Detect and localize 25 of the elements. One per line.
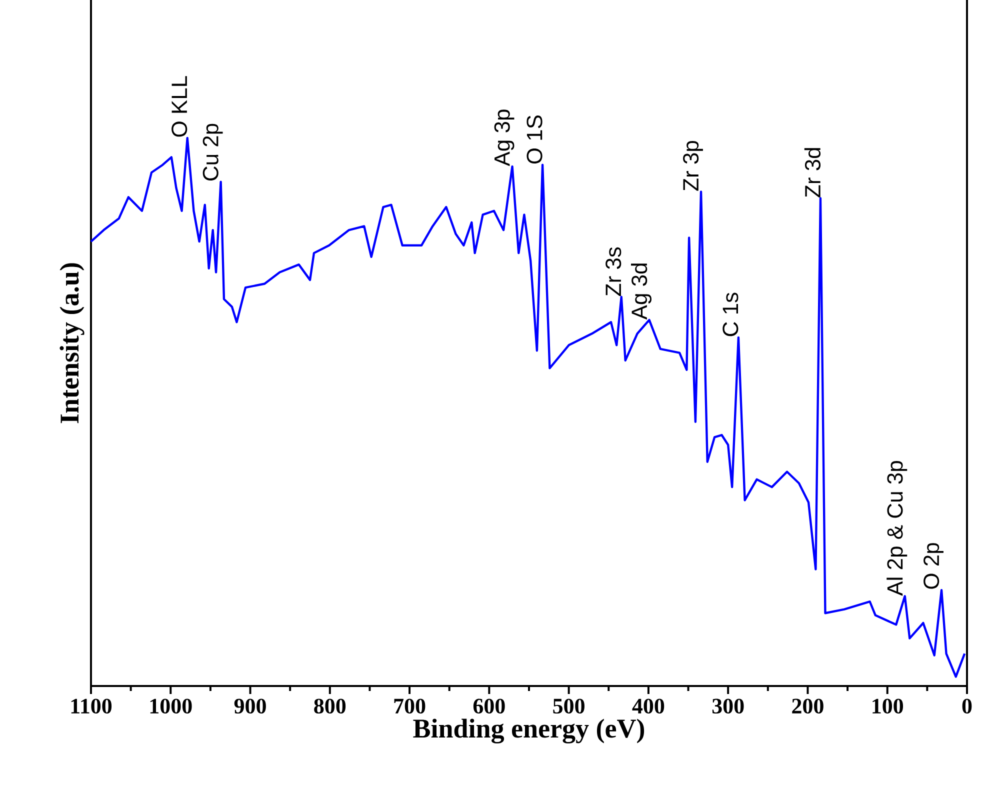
x-tick-label: 0 xyxy=(962,698,972,714)
x-tick-label: 1000 xyxy=(150,698,192,714)
x-tick-label: 100 xyxy=(872,698,904,714)
annotation: Zr 3s xyxy=(606,247,622,296)
annotation: Zr 3p xyxy=(683,141,703,191)
x-tick-label: 1100 xyxy=(71,698,112,714)
x-tick-label: 500 xyxy=(553,698,584,714)
annotation: Ag 3d xyxy=(631,264,652,320)
x-tick-label: 400 xyxy=(632,698,664,714)
x-tick-label: 800 xyxy=(314,698,346,714)
annotation: O KLL xyxy=(172,76,188,137)
x-tick-label: 900 xyxy=(234,698,266,714)
annotation: Al 2p & Cu 3p xyxy=(886,461,908,596)
annotation: O 2p xyxy=(924,543,944,589)
x-tick-label: 600 xyxy=(473,698,505,714)
annotation: C 1s xyxy=(722,292,738,336)
x-tick-label: 200 xyxy=(792,698,824,714)
y-axis-title: Intensity (a.u) xyxy=(60,263,84,424)
x-axis-title: Binding energy (eV) xyxy=(413,718,644,744)
annotation: Cu 2p xyxy=(202,124,223,180)
annotation: O 1S xyxy=(526,115,542,164)
annotation: Ag 3p xyxy=(494,110,514,166)
x-tick-label: 700 xyxy=(394,698,426,714)
annotation: Zr 3d xyxy=(804,148,821,198)
x-tick-label: 300 xyxy=(712,698,744,714)
